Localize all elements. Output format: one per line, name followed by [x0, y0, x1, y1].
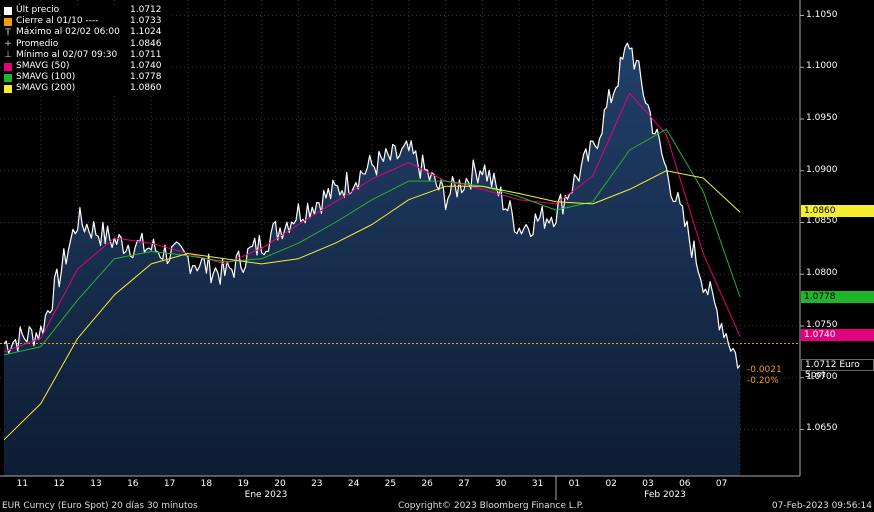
legend-label: SMAVG (100) — [16, 72, 76, 83]
x-tick-label: 17 — [163, 479, 176, 489]
x-tick-label: 26 — [421, 479, 433, 489]
y-tick-label: 1.0800 — [806, 268, 838, 279]
x-tick-label: 12 — [53, 479, 65, 489]
legend-value: 1.1024 — [130, 27, 162, 38]
x-tick-label: 20 — [274, 479, 286, 489]
legend-swatch: T — [5, 28, 11, 38]
legend-label: SMAVG (50) — [16, 61, 70, 72]
sma50-tag: 1.0740 — [801, 329, 874, 341]
legend-item: ⊥ Mínimo al 02/07 09:30 1.0711 — [2, 50, 172, 61]
x-tick-label: 30 — [495, 479, 507, 489]
axes — [0, 0, 801, 500]
price-area-fill — [4, 43, 740, 476]
legend-value: 1.0733 — [130, 16, 162, 27]
x-tick-label: 16 — [127, 479, 139, 489]
x-tick-label: 13 — [90, 479, 102, 489]
legend-item: Cierre al 01/10 ---- 1.0733 — [2, 16, 172, 27]
x-tick-label: 01 — [568, 479, 581, 489]
x-tick-label: 11 — [16, 479, 29, 489]
change-abs: -0.0021 — [747, 365, 782, 375]
x-tick-label: 02 — [605, 479, 617, 489]
sma200-line — [3, 170, 741, 441]
legend-label: Mínimo al 02/07 09:30 — [16, 49, 118, 60]
legend-item: SMAVG (200) 1.0860 — [2, 83, 172, 94]
last-price-tag-value: 1.0712 Euro Spot — [805, 360, 860, 380]
legend-value: 1.0740 — [130, 61, 162, 72]
y-tick-label: 1.0650 — [806, 423, 838, 434]
legend-value: 1.0860 — [130, 83, 162, 94]
sma50-line — [3, 92, 741, 353]
x-tick-label: 07 — [715, 479, 728, 489]
legend-item: SMAVG (100) 1.0778 — [2, 72, 172, 83]
last-price-tag: 1.0712 Euro Spot — [801, 359, 874, 380]
price-line — [3, 42, 741, 369]
legend-swatch — [4, 6, 12, 15]
sma100-tag-value: 1.0778 — [804, 292, 836, 302]
footer-security: EUR Curncy (Euro Spot) 20 días 30 minuto… — [2, 501, 198, 511]
y-tick-label: 1.0850 — [806, 216, 838, 227]
x-tick-label: 24 — [347, 479, 360, 489]
y-tick-label: 1.0900 — [806, 164, 838, 175]
legend-value: 1.0711 — [130, 49, 162, 60]
x-tick-label: 06 — [679, 479, 691, 489]
sma100-line — [3, 128, 741, 356]
sma100-tag: 1.0778 — [801, 291, 874, 303]
footer-timestamp: 07-Feb-2023 09:56:14 — [771, 501, 872, 511]
legend-swatch: ⊥ — [4, 50, 12, 61]
y-tick-label: 1.1000 — [806, 61, 838, 72]
x-tick-label: 25 — [384, 479, 397, 489]
legend-label: SMAVG (200) — [16, 83, 76, 94]
y-tick-label: 1.0700 — [806, 372, 838, 382]
month-label-feb: Feb 2023 — [644, 490, 686, 500]
legend-swatch — [4, 85, 12, 94]
x-tick-label: 23 — [311, 479, 323, 489]
legend-label: Cierre al 01/10 ---- — [16, 16, 99, 27]
legend-item: Últ precio 1.0712 — [2, 5, 172, 16]
legend-value: 1.0712 — [130, 5, 162, 15]
y-tick-label: 1.0750 — [806, 319, 838, 330]
legend-value: 1.0846 — [130, 38, 162, 49]
change-pct: -0.20% — [747, 376, 779, 386]
legend-swatch — [4, 73, 12, 82]
legend: Últ precio 1.0712 Cierre al 01/10 ---- 1.07… — [2, 5, 172, 95]
legend-label: Últ precio — [16, 5, 60, 15]
legend-label: Máximo al 02/02 06:00 — [16, 27, 120, 38]
month-label-jan: Ene 2023 — [244, 490, 288, 500]
x-tick-label: 31 — [531, 479, 544, 489]
sma50-tag-value: 1.0740 — [804, 330, 836, 340]
footer-copyright: Copyright© 2023 Bloomberg Finance L.P. — [398, 501, 584, 511]
legend-swatch — [4, 17, 12, 26]
legend-item: SMAVG (50) 1.0740 — [2, 61, 172, 72]
price-area — [0, 43, 800, 476]
legend-value: 1.0778 — [130, 72, 162, 83]
series-lines — [3, 42, 741, 441]
legend-item: + Promedio 1.0846 — [2, 39, 172, 50]
sma200-tag: 1.0860 — [801, 205, 874, 217]
sma200-tag-value: 1.0860 — [804, 206, 836, 216]
x-tick-label: 27 — [458, 479, 470, 489]
x-tick-label: 18 — [200, 479, 213, 489]
legend-swatch: + — [4, 39, 12, 50]
legend-item: T Máximo al 02/02 06:00 1.1024 — [2, 27, 172, 38]
y-tick-label: 1.0950 — [806, 113, 838, 123]
legend-label: Promedio — [16, 38, 59, 49]
legend-swatch — [4, 62, 12, 71]
y-tick-label: 1.1050 — [806, 9, 838, 20]
x-tick-label: 19 — [237, 479, 249, 489]
x-tick-label: 03 — [642, 479, 654, 489]
